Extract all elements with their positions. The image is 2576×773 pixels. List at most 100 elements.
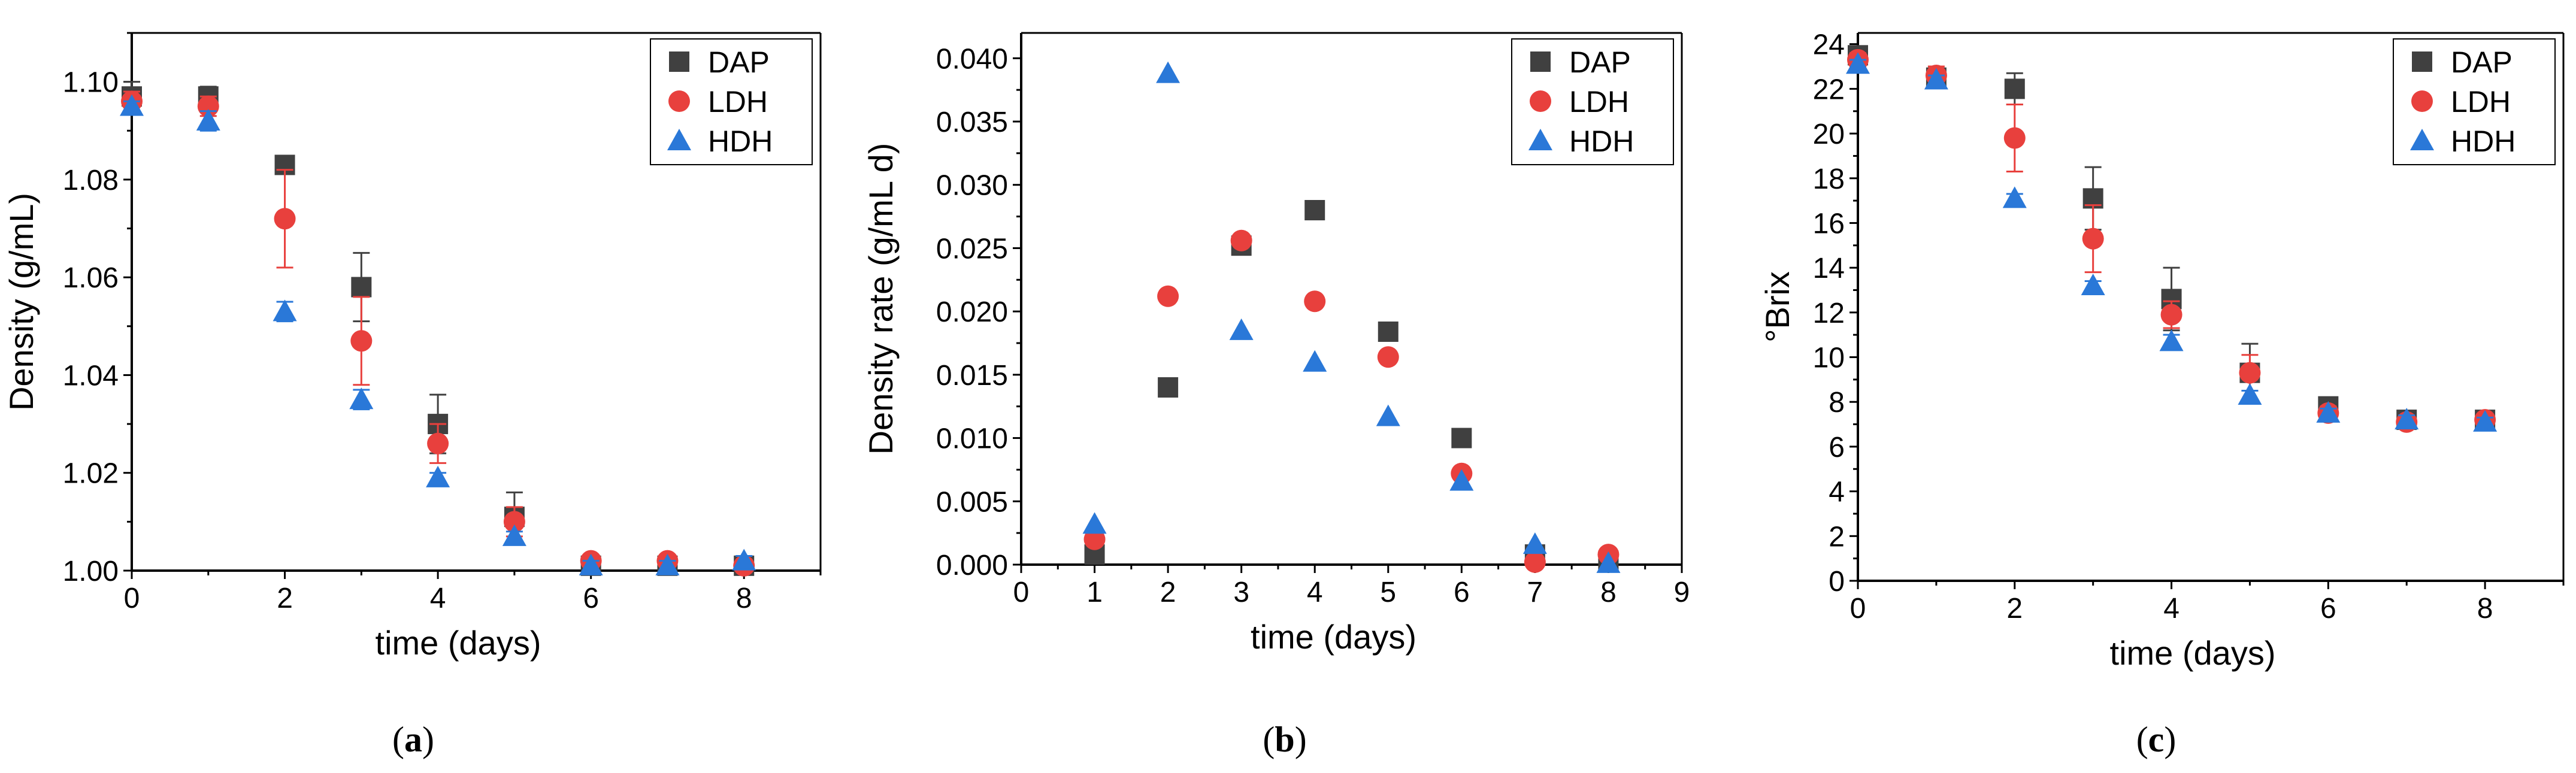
y-axis-title: Density rate (g/mL d)	[862, 143, 900, 455]
point-hdh-4	[426, 465, 450, 487]
series-hdh	[120, 94, 756, 575]
panel-label-c: (c)	[2136, 720, 2177, 759]
y-tick-label: 1.08	[63, 165, 119, 196]
point-hdh-6	[2316, 401, 2341, 423]
point-hdh-legend-0	[1528, 129, 1552, 150]
y-tick-label: 0.010	[936, 423, 1008, 455]
x-tick-label: 8	[736, 583, 752, 614]
point-hdh-1	[1924, 68, 1948, 90]
y-tick-label: 18	[1813, 163, 1845, 195]
y-tick-label: 6	[1829, 432, 1845, 463]
point-ldh-0	[1083, 528, 1106, 550]
point-hdh-2	[273, 299, 297, 322]
x-tick-label: 8	[1600, 577, 1617, 608]
x-tick-label: 2	[277, 583, 293, 614]
x-tick-label: 1	[1086, 577, 1103, 608]
y-tick-label: 20	[1813, 119, 1845, 150]
point-ldh-2	[2003, 127, 2026, 149]
x-tick-label: 0	[124, 583, 140, 614]
legend-label-hdh: HDH	[708, 125, 773, 158]
y-tick-label: 12	[1813, 298, 1845, 329]
point-ldh-3	[1304, 290, 1326, 313]
y-tick-label: 22	[1813, 74, 1845, 105]
point-hdh-2	[1229, 318, 1254, 340]
point-hdh-8	[732, 548, 756, 571]
point-hdh-5	[1449, 469, 1474, 491]
point-dap-legend-0	[1530, 51, 1551, 72]
x-tick-label: 7	[1527, 577, 1543, 608]
legend: DAP LDH HDH	[2393, 38, 2556, 165]
x-axis-title: time (days)	[2110, 634, 2276, 672]
y-tick-label: 0.000	[936, 550, 1008, 581]
point-hdh-0	[1082, 512, 1107, 534]
point-dap-2	[2004, 78, 2025, 99]
point-hdh-legend-0	[667, 129, 691, 150]
y-tick-label: 0.005	[936, 486, 1008, 518]
point-hdh-5	[2238, 383, 2262, 405]
point-hdh-1	[1156, 61, 1180, 83]
y-tick-label: 1.10	[63, 67, 119, 99]
y-tick-label: 0	[1829, 566, 1845, 598]
point-ldh-3	[350, 330, 373, 352]
panel-a-density: 0 2 4 6 8 1.00 1.02 1.04 1.06 1.08 1.10 time (days)…	[2, 32, 822, 759]
y-tick-label: 24	[1813, 29, 1845, 61]
panel-label-b: (b)	[1263, 720, 1306, 759]
y-tick-label: 0.040	[936, 43, 1008, 75]
y-tick-label: 4	[1829, 477, 1845, 508]
y-axis-title: Density (g/mL)	[2, 193, 40, 411]
x-tick-label: 2	[1160, 577, 1176, 608]
point-hdh-3	[2081, 274, 2105, 296]
legend-label-ldh: LDH	[2451, 85, 2511, 119]
legend-label-dap: DAP	[2451, 46, 2513, 79]
point-ldh-2	[274, 208, 296, 230]
x-tick-label: 6	[2320, 593, 2336, 625]
x-tick-label: 9	[1674, 577, 1690, 608]
point-dap-4	[1378, 321, 1399, 342]
point-hdh-8	[2473, 410, 2498, 432]
point-ldh-4	[2160, 304, 2183, 326]
point-ldh-3	[2082, 228, 2104, 250]
point-hdh-3	[1303, 350, 1327, 372]
legend-label-ldh: LDH	[708, 85, 768, 119]
x-tick-label: 0	[1850, 593, 1866, 625]
x-tick-label: 0	[1013, 577, 1030, 608]
x-tick-label: 8	[2477, 593, 2493, 625]
y-tick-label: 0.025	[936, 233, 1008, 265]
y-tick-label: 14	[1813, 253, 1845, 284]
y-tick-label: 2	[1829, 521, 1845, 553]
point-dap-1	[1158, 377, 1179, 398]
point-dap-3	[351, 277, 372, 298]
y-axis-title: °Brix	[1758, 271, 1796, 342]
point-hdh-0	[120, 94, 144, 116]
x-tick-label: 3	[1233, 577, 1249, 608]
x-tick-label: 5	[1380, 577, 1396, 608]
point-hdh-7	[1596, 551, 1621, 573]
panel-label-a: (a)	[392, 720, 434, 759]
point-hdh-2	[2002, 186, 2027, 208]
panel-b-density-rate: 0 1 2 3 4 5 6 7 8 9 0.000 0.005 0.010 0.015 0.020 0.025…	[862, 32, 1690, 759]
point-ldh-legend-0	[668, 90, 690, 112]
point-dap-3	[1304, 200, 1325, 220]
y-tick-label: 0.020	[936, 296, 1008, 328]
series-hdh	[1846, 52, 2498, 432]
x-tick-label: 2	[2006, 593, 2023, 625]
point-hdh-1	[196, 108, 220, 131]
y-tick-label: 1.04	[63, 360, 119, 392]
y-tick-label: 8	[1829, 387, 1845, 419]
y-tick-label: 16	[1813, 208, 1845, 240]
series-hdh	[1082, 61, 1621, 573]
y-tick-label: 10	[1813, 342, 1845, 374]
point-hdh-4	[2159, 329, 2184, 351]
x-axis-title: time (days)	[1251, 618, 1416, 656]
legend-label-hdh: HDH	[1569, 125, 1634, 158]
y-tick-label: 1.02	[63, 458, 119, 490]
point-ldh-2	[1230, 229, 1252, 251]
legend: DAP LDH HDH	[1511, 38, 1674, 165]
legend-label-dap: DAP	[1569, 46, 1631, 79]
x-tick-label: 4	[2163, 593, 2180, 625]
point-ldh-1	[1157, 285, 1179, 307]
y-tick-label: 1.06	[63, 262, 119, 294]
point-dap-5	[1451, 428, 1472, 448]
x-axis-title: time (days)	[376, 624, 541, 662]
